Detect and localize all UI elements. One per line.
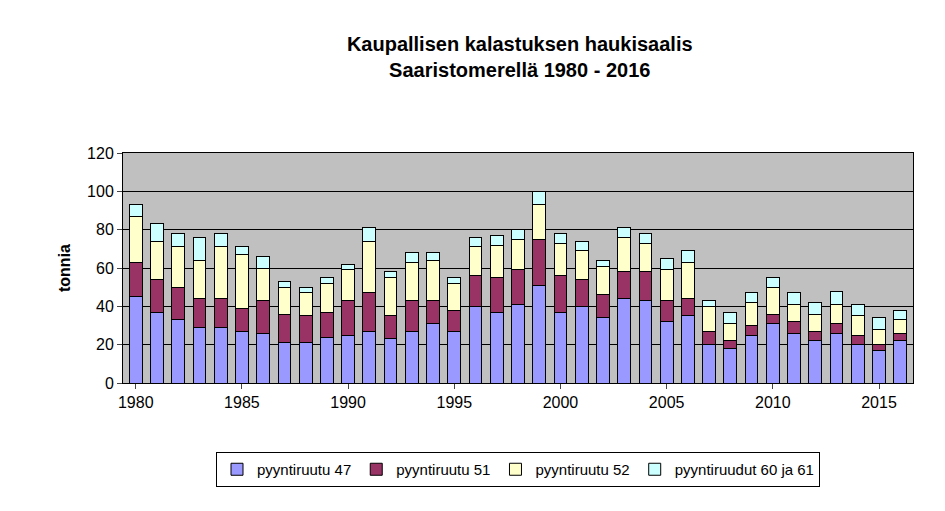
svg-text:1990: 1990: [330, 394, 366, 411]
svg-text:tonnia: tonnia: [56, 244, 73, 292]
svg-text:2005: 2005: [649, 394, 685, 411]
svg-text:1980: 1980: [118, 394, 154, 411]
svg-text:2015: 2015: [861, 394, 897, 411]
svg-text:0: 0: [105, 375, 114, 392]
svg-text:pyyntiruutu 52: pyyntiruutu 52: [535, 461, 629, 478]
svg-text:80: 80: [96, 221, 114, 238]
svg-text:120: 120: [87, 145, 114, 162]
svg-text:Kaupallisen kalastuksen haukis: Kaupallisen kalastuksen haukisaalisSaari…: [347, 33, 693, 81]
svg-text:2010: 2010: [755, 394, 791, 411]
svg-text:pyyntiruutu 47: pyyntiruutu 47: [257, 461, 351, 478]
svg-text:60: 60: [96, 260, 114, 277]
svg-text:20: 20: [96, 336, 114, 353]
svg-text:2000: 2000: [543, 394, 579, 411]
svg-text:1995: 1995: [436, 394, 472, 411]
svg-text:100: 100: [87, 183, 114, 200]
svg-text:pyyntiruudut 60 ja 61: pyyntiruudut 60 ja 61: [675, 461, 814, 478]
svg-text:pyyntiruutu 51: pyyntiruutu 51: [396, 461, 490, 478]
svg-text:1985: 1985: [224, 394, 260, 411]
svg-text:40: 40: [96, 298, 114, 315]
